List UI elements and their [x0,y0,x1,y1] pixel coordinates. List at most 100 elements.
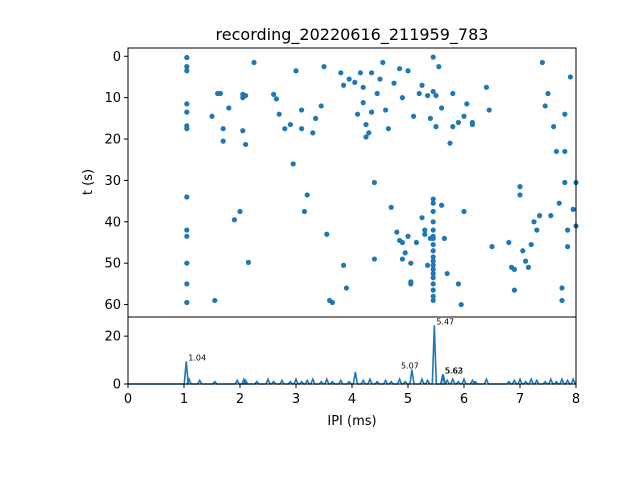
raster-point [329,299,335,306]
raster-point [383,107,389,113]
raster-point [184,64,190,70]
ipi-peak-labels: 1.04 5.07 5.47 5.625.63 [188,317,463,375]
raster-point [511,266,517,273]
raster-point [346,76,352,82]
ipi-x-tick-label: 6 [460,392,468,407]
ipi-x-tick-label: 0 [124,392,132,407]
raster-point [310,130,316,136]
raster-point [430,196,436,202]
raster-point [427,115,433,121]
raster-point [220,138,226,144]
raster-point [548,213,554,219]
raster-point [184,54,190,61]
raster-point [408,281,414,287]
raster-point [570,206,576,212]
raster-point [450,90,456,97]
raster-point [559,297,565,304]
raster-point [360,84,366,90]
raster-point [184,126,190,132]
raster-point [483,84,489,90]
raster-point [523,258,529,264]
peak-label: 5.62 [445,366,463,375]
ipi-x-tick-label: 1 [180,392,188,407]
raster-point [425,92,431,99]
raster-point [343,285,349,291]
raster-point [517,184,523,190]
raster-point [430,270,436,277]
raster-point [517,192,523,198]
raster-point [433,92,439,99]
raster-y-tick-label: 50 [104,257,121,272]
raster-point [430,297,436,304]
raster-point [556,200,562,206]
raster-axes: 0 10 20 30 40 50 60 [104,47,579,318]
raster-point [430,241,436,248]
raster-point [237,208,243,215]
raster-point [413,239,419,246]
raster-point [184,281,190,287]
raster-point [355,111,361,117]
raster-point [318,103,324,109]
raster-point [455,281,461,287]
raster-y-tick-label: 10 [104,91,121,106]
raster-point [231,217,237,223]
raster-point [402,250,408,256]
raster-point [534,227,540,233]
ipi-y-tick-label: 20 [104,330,121,345]
raster-y-tick-label: 20 [104,133,121,148]
raster-point [301,208,307,215]
raster-point [419,82,425,88]
raster-point [251,59,257,66]
raster-point [276,111,282,117]
raster-point [184,227,190,233]
raster-point [559,285,565,291]
raster-point [430,281,436,287]
raster-point [341,262,347,268]
raster-point [486,107,492,113]
raster-point [422,227,428,233]
raster-point [525,264,532,270]
raster-point [369,70,375,76]
raster-point [565,244,571,250]
raster-point [366,130,372,136]
raster-y-tick-label: 60 [104,298,121,313]
ipi-x-tick-label: 2 [236,392,244,407]
raster-point [271,91,277,97]
raster-point [447,140,453,146]
raster-point [436,64,442,70]
raster-point [313,115,319,121]
raster-point [430,235,436,241]
raster-point [374,90,380,97]
raster-point [551,124,557,130]
raster-point [419,215,425,221]
raster-point [184,260,190,266]
raster-point [273,96,279,102]
raster-point [399,95,405,101]
raster-point [363,121,369,128]
raster-point [430,88,436,95]
raster-point [243,92,249,99]
peak-label: 1.04 [188,353,206,362]
raster-y-tick-label: 40 [104,215,121,230]
raster-point [391,80,397,86]
raster-point [430,248,436,254]
raster-point [461,113,467,119]
raster-point [430,293,436,299]
raster-y-ticks: 0 10 20 30 40 50 60 [104,50,128,313]
raster-y-tick-label: 30 [104,174,121,189]
raster-point [528,241,534,248]
raster-point [430,275,436,281]
raster-point [439,202,445,208]
raster-point [371,179,377,186]
raster-point [380,59,386,66]
raster-point [212,297,218,304]
raster-point [562,179,568,186]
raster-point [240,128,246,134]
raster-point [321,64,327,70]
raster-point [430,54,436,60]
raster-point [408,260,414,266]
raster-point [293,68,299,74]
raster-point [416,90,422,97]
ipi-x-tick-label: 4 [348,392,356,407]
raster-y-label: t (s) [81,169,96,195]
